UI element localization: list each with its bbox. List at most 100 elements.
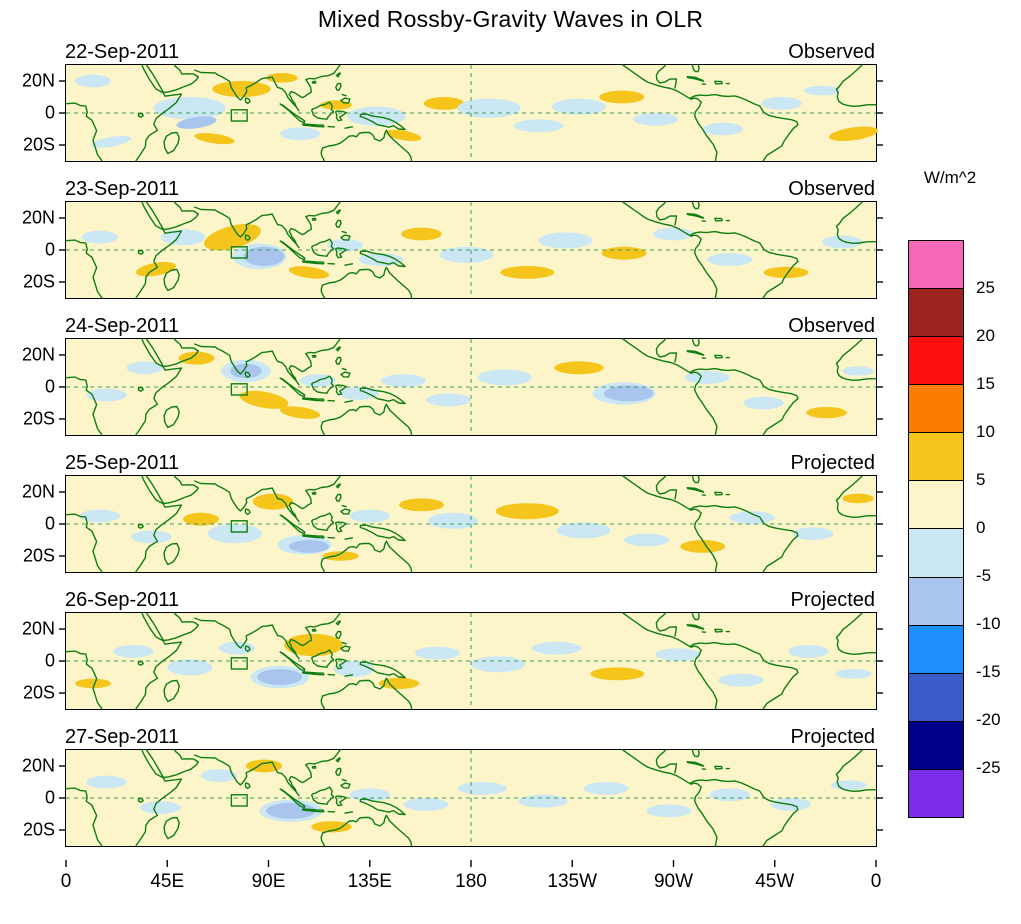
anomaly-blob [428,512,478,529]
coastline [65,749,877,847]
x-axis: 0 45E 90E 135E 180 135W 90W 45W 0 [61,860,881,894]
y-axis-labels: 20N 0 20S [0,749,65,847]
map-plot [59,201,883,299]
x-tick-label: 45W [755,871,794,892]
colorbar-segment [909,337,963,386]
colorbar-segment [909,529,963,578]
map-plot-frame [59,201,883,299]
y-axis-labels: 20N 0 20S [0,338,65,436]
panel-row: 20N 0 20S [0,64,883,162]
coastline [65,64,877,162]
anomaly-blob [518,794,568,808]
colorbar-tick-label: 10 [976,422,995,441]
anomaly-blob [633,113,678,126]
colorbar-tick-label: 0 [976,518,986,537]
anomaly-blob [126,361,163,375]
anomaly-blob [153,97,226,120]
anomaly-blob [792,527,834,540]
anomaly-blob [763,266,809,278]
anomaly-blob [554,361,604,375]
panel-header: 25-Sep-2011 Projected [65,449,875,475]
anomaly-blob [828,126,879,142]
coastline [65,338,877,436]
anomaly-blob [113,645,154,658]
anomaly-blob [457,782,507,795]
anomaly-blob [178,351,215,365]
colorbar-segment [909,433,963,482]
anomaly-blob [349,509,390,523]
anomaly-blob [590,667,645,681]
anomaly-blob [239,390,289,409]
anomaly-blob [167,659,213,676]
panel-header: 24-Sep-2011 Observed [65,312,875,338]
y-tick-label: 20S [22,819,55,840]
colorbar-tick-label: -15 [976,662,1001,681]
map-plot [59,64,883,162]
colorbar-segment [909,577,963,626]
colorbar-segment [909,481,963,530]
anomaly-blob [531,641,582,655]
anomaly-blob [729,511,775,524]
anomaly-blob [439,246,494,263]
colorbar-tick-label: 5 [976,470,986,489]
anomaly-blob [75,74,111,88]
y-tick-label: 0 [44,376,55,397]
anomaly-blob [140,801,181,814]
map-plot-frame [59,749,883,847]
anomaly-blob [349,788,390,802]
panel-date: 25-Sep-2011 [65,452,180,474]
panel-row: 20N 0 20S [0,201,883,299]
colorbar-tick-label: -5 [976,566,992,585]
anomaly-blob [75,678,111,689]
y-tick-label: 0 [44,513,55,534]
anomaly-blob [842,366,874,376]
anomaly-blob [495,503,559,520]
anomaly-blob [806,407,847,419]
y-axis-labels: 20N 0 20S [0,64,65,162]
y-axis-labels: 20N 0 20S [0,612,65,710]
anomaly-blob [212,81,271,97]
anomaly-blob [176,116,217,129]
anomaly-blob [831,780,867,790]
anomaly-blob [79,509,120,523]
marker-box [230,657,248,670]
x-tick-label: 90E [252,871,286,892]
colorbar-tick-label: -25 [976,758,1001,777]
anomaly-blob [835,669,872,679]
map-panel: 27-Sep-2011 Projected 20N 0 20S [0,723,883,860]
anomaly-blob [599,90,645,104]
panel-date: 23-Sep-2011 [65,178,180,200]
marker-box [230,383,248,396]
map-plot [59,475,883,573]
x-tick-label: 135E [348,871,392,892]
x-tick-label: 0 [61,871,72,892]
anomaly-blob [426,393,471,407]
colorbar-units-label: W/m^2 [923,168,977,187]
anomaly-blob [804,85,840,96]
anomaly-blob [457,98,521,118]
anomaly-blob [513,119,564,133]
colorbar-segment [909,673,963,722]
colorbar-segment [909,385,963,434]
anomaly-blob [333,661,375,677]
y-tick-label: 20S [22,682,55,703]
y-tick-label: 20S [22,545,55,566]
marker-box [230,246,248,259]
anomaly-blob [86,388,127,402]
anomaly-blob [500,266,555,279]
colorbar-tick-label: -10 [976,614,1001,633]
anomaly-blob [201,769,237,782]
colorbar [908,240,964,818]
y-tick-label: 0 [44,650,55,671]
colorbar-tick-label: 25 [976,278,995,297]
coastline [65,201,877,299]
anomaly-blob [288,266,330,279]
anomaly-blob [81,230,118,244]
anomaly-blob [86,775,127,789]
anomaly-blob [653,227,694,241]
anomaly-blob [288,540,330,553]
anomaly-blob [842,493,874,504]
panel-type-label: Projected [790,726,876,748]
x-axis-svg: 0 45E 90E 135E 180 135W 90W 45W 0 [61,860,881,892]
